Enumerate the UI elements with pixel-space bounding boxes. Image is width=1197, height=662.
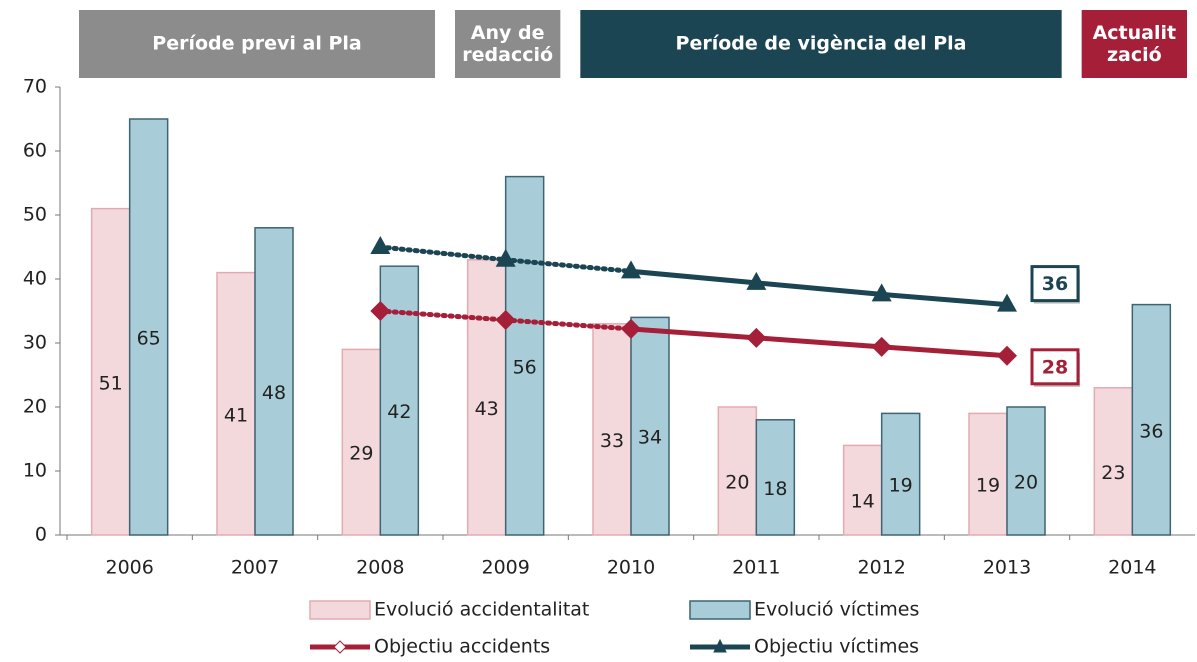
x-tick-label: 2006 xyxy=(105,557,153,579)
bar-value-label: 18 xyxy=(763,478,787,500)
target-marker xyxy=(495,309,516,330)
target-line-segment xyxy=(377,244,509,263)
bar xyxy=(630,316,670,536)
bar xyxy=(504,175,545,536)
header-label: Període previ al Pla xyxy=(152,33,361,55)
end-label-box xyxy=(1030,348,1080,386)
bar xyxy=(216,271,256,536)
header-box xyxy=(79,10,435,78)
legend-marker xyxy=(333,640,347,654)
x-tick-label: 2007 xyxy=(231,557,279,579)
bar xyxy=(880,412,921,536)
target-line-segment xyxy=(756,335,882,350)
header-label: Any de redacció xyxy=(462,22,553,66)
header-label: Actualit zació xyxy=(1093,22,1177,66)
header-box xyxy=(455,10,561,78)
target-marker xyxy=(370,301,391,321)
target-marker xyxy=(871,336,892,357)
target-line-segment xyxy=(756,280,882,297)
bar-value-label: 42 xyxy=(387,401,411,423)
legend-label: Evolució accidentalitat xyxy=(374,599,589,621)
bar xyxy=(128,118,169,536)
legend-swatch xyxy=(309,600,371,620)
target-line-segment xyxy=(881,344,1008,359)
target-marker xyxy=(997,293,1017,312)
y-tick-label: 0 xyxy=(35,524,47,546)
bar xyxy=(755,419,796,536)
bar xyxy=(341,348,382,536)
bar-value-label: 14 xyxy=(851,491,875,513)
bar-value-label: 65 xyxy=(137,328,161,350)
bar-value-label: 36 xyxy=(1139,420,1163,442)
x-tick-label: 2014 xyxy=(1108,557,1156,579)
y-tick-label: 50 xyxy=(23,204,47,226)
legend-swatch xyxy=(689,600,751,620)
target-line-segment xyxy=(503,257,634,274)
target-marker xyxy=(746,327,767,348)
bar-value-label: 34 xyxy=(638,427,662,449)
target-marker xyxy=(746,271,767,290)
legend-label: Evolució víctimes xyxy=(754,599,919,621)
target-line-segment xyxy=(630,268,757,286)
target-marker xyxy=(495,248,516,267)
bar-value-label: 23 xyxy=(1101,462,1125,484)
legend-marker xyxy=(713,638,727,653)
x-tick-label: 2011 xyxy=(732,557,780,579)
bar xyxy=(1131,303,1172,536)
header-box xyxy=(1081,10,1187,78)
bar xyxy=(717,406,758,536)
target-line-segment xyxy=(377,308,509,323)
target-marker xyxy=(997,345,1017,366)
bar-value-label: 33 xyxy=(600,430,624,452)
x-tick-label: 2013 xyxy=(983,557,1031,579)
bar-value-label: 48 xyxy=(262,382,286,404)
x-tick-label: 2010 xyxy=(607,557,655,579)
x-tick-label: 2008 xyxy=(356,557,404,579)
end-label-box xyxy=(1030,265,1080,303)
legend-label: Objectiu víctimes xyxy=(754,636,919,658)
header-label: Període de vigència del Pla xyxy=(676,33,967,55)
x-tick-label: 2009 xyxy=(481,557,529,579)
target-line-segment xyxy=(881,291,1008,308)
bar-value-label: 20 xyxy=(1014,472,1038,494)
target-marker xyxy=(621,318,641,339)
y-tick-label: 30 xyxy=(23,332,47,354)
y-tick-label: 10 xyxy=(23,460,47,482)
bar xyxy=(1006,406,1046,536)
bar xyxy=(254,227,294,536)
bar-value-label: 19 xyxy=(889,475,913,497)
bar-value-label: 29 xyxy=(349,443,373,465)
y-tick-label: 40 xyxy=(23,268,47,290)
bar xyxy=(466,259,507,536)
bar-value-label: 41 xyxy=(224,404,248,426)
y-tick-label: 60 xyxy=(23,140,47,162)
y-tick-label: 70 xyxy=(23,76,47,98)
target-line-segment xyxy=(630,326,757,341)
bar xyxy=(592,323,632,536)
target-marker xyxy=(370,236,391,254)
bar-value-label: 20 xyxy=(725,472,749,494)
bar-value-label: 43 xyxy=(475,398,499,420)
legend-label: Objectiu accidents xyxy=(374,636,550,658)
bar-value-label: 56 xyxy=(513,356,537,378)
bar-value-label: 51 xyxy=(99,372,123,394)
target-marker xyxy=(621,260,641,279)
end-value-label: 36 xyxy=(1042,273,1068,295)
x-tick-label: 2012 xyxy=(857,557,905,579)
bar-value-label: 19 xyxy=(976,475,1000,497)
y-tick-label: 20 xyxy=(23,396,47,418)
target-line-segment xyxy=(503,317,634,332)
bar xyxy=(842,444,883,536)
end-value-label: 28 xyxy=(1042,356,1068,378)
header-box xyxy=(580,10,1062,78)
target-marker xyxy=(871,283,892,302)
